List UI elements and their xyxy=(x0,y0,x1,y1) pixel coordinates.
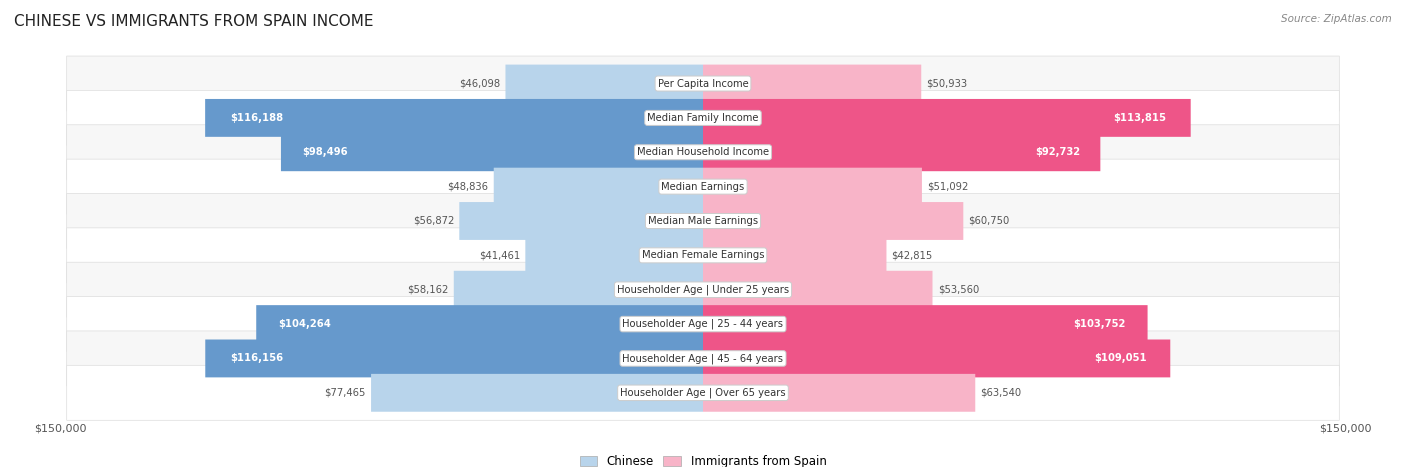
FancyBboxPatch shape xyxy=(205,99,703,137)
FancyBboxPatch shape xyxy=(703,133,1101,171)
Text: $116,156: $116,156 xyxy=(231,354,283,363)
FancyBboxPatch shape xyxy=(66,365,1340,420)
Text: Median Earnings: Median Earnings xyxy=(661,182,745,191)
Text: Median Male Earnings: Median Male Earnings xyxy=(648,216,758,226)
FancyBboxPatch shape xyxy=(526,236,703,274)
FancyBboxPatch shape xyxy=(703,374,976,412)
Text: Householder Age | 45 - 64 years: Householder Age | 45 - 64 years xyxy=(623,353,783,364)
Text: $46,098: $46,098 xyxy=(460,78,501,89)
Legend: Chinese, Immigrants from Spain: Chinese, Immigrants from Spain xyxy=(575,450,831,467)
Text: $109,051: $109,051 xyxy=(1094,354,1147,363)
Text: $104,264: $104,264 xyxy=(278,319,332,329)
Text: $48,836: $48,836 xyxy=(447,182,489,191)
FancyBboxPatch shape xyxy=(281,133,703,171)
FancyBboxPatch shape xyxy=(703,271,932,309)
Text: Per Capita Income: Per Capita Income xyxy=(658,78,748,89)
FancyBboxPatch shape xyxy=(66,159,1340,214)
Text: $92,732: $92,732 xyxy=(1035,147,1080,157)
FancyBboxPatch shape xyxy=(494,168,703,205)
Text: $58,162: $58,162 xyxy=(408,285,449,295)
FancyBboxPatch shape xyxy=(454,271,703,309)
Text: $116,188: $116,188 xyxy=(231,113,283,123)
Text: $56,872: $56,872 xyxy=(413,216,454,226)
Text: Householder Age | Over 65 years: Householder Age | Over 65 years xyxy=(620,388,786,398)
FancyBboxPatch shape xyxy=(506,64,703,102)
FancyBboxPatch shape xyxy=(66,331,1340,386)
Text: $77,465: $77,465 xyxy=(325,388,366,398)
FancyBboxPatch shape xyxy=(703,340,1170,377)
Text: Median Family Income: Median Family Income xyxy=(647,113,759,123)
Text: Householder Age | 25 - 44 years: Householder Age | 25 - 44 years xyxy=(623,319,783,329)
FancyBboxPatch shape xyxy=(460,202,703,240)
FancyBboxPatch shape xyxy=(66,228,1340,283)
FancyBboxPatch shape xyxy=(66,262,1340,317)
Text: $50,933: $50,933 xyxy=(927,78,967,89)
Text: Source: ZipAtlas.com: Source: ZipAtlas.com xyxy=(1281,14,1392,24)
FancyBboxPatch shape xyxy=(703,168,922,205)
FancyBboxPatch shape xyxy=(703,236,886,274)
Text: $63,540: $63,540 xyxy=(980,388,1022,398)
FancyBboxPatch shape xyxy=(66,91,1340,145)
Text: $53,560: $53,560 xyxy=(938,285,979,295)
FancyBboxPatch shape xyxy=(371,374,703,412)
Text: CHINESE VS IMMIGRANTS FROM SPAIN INCOME: CHINESE VS IMMIGRANTS FROM SPAIN INCOME xyxy=(14,14,374,29)
Text: $42,815: $42,815 xyxy=(891,250,932,260)
Text: $51,092: $51,092 xyxy=(927,182,969,191)
FancyBboxPatch shape xyxy=(205,340,703,377)
Text: Median Female Earnings: Median Female Earnings xyxy=(641,250,765,260)
Text: $60,750: $60,750 xyxy=(969,216,1010,226)
Text: Householder Age | Under 25 years: Householder Age | Under 25 years xyxy=(617,284,789,295)
FancyBboxPatch shape xyxy=(66,297,1340,352)
FancyBboxPatch shape xyxy=(256,305,703,343)
FancyBboxPatch shape xyxy=(703,202,963,240)
FancyBboxPatch shape xyxy=(66,56,1340,111)
Text: $103,752: $103,752 xyxy=(1073,319,1125,329)
Text: $41,461: $41,461 xyxy=(479,250,520,260)
Text: Median Household Income: Median Household Income xyxy=(637,147,769,157)
FancyBboxPatch shape xyxy=(703,99,1191,137)
Text: $98,496: $98,496 xyxy=(302,147,347,157)
Text: $113,815: $113,815 xyxy=(1114,113,1167,123)
FancyBboxPatch shape xyxy=(703,305,1147,343)
FancyBboxPatch shape xyxy=(66,125,1340,180)
FancyBboxPatch shape xyxy=(66,193,1340,248)
FancyBboxPatch shape xyxy=(703,64,921,102)
